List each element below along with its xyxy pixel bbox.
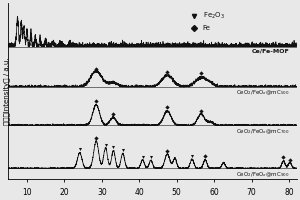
Y-axis label: 强度（Intensity） / a.u.: 强度（Intensity） / a.u. [4,58,10,125]
Text: CeO$_2$/FeO$_x$@mC$_{900}$: CeO$_2$/FeO$_x$@mC$_{900}$ [236,170,289,179]
Text: Fe: Fe [203,25,211,31]
Text: Fe$_2$O$_3$: Fe$_2$O$_3$ [203,11,225,21]
Text: Ce/Fe-MOF: Ce/Fe-MOF [251,48,289,53]
Text: CeO$_2$/FeO$_x$@mC$_{700}$: CeO$_2$/FeO$_x$@mC$_{700}$ [236,127,289,136]
Text: CeO$_2$/FeO$_x$@mC$_{500}$: CeO$_2$/FeO$_x$@mC$_{500}$ [236,89,289,97]
